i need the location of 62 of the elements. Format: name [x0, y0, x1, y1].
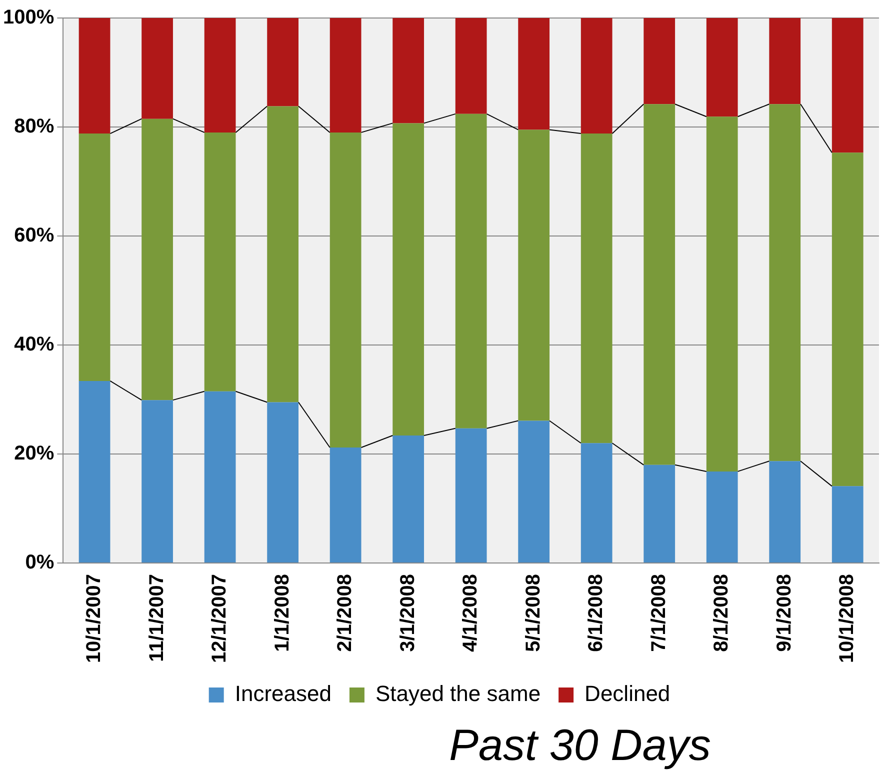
bar [455, 18, 487, 114]
bar [706, 471, 738, 563]
bar [392, 123, 424, 436]
bar [644, 18, 676, 104]
bar [769, 18, 801, 104]
y-tick-label: 40% [14, 334, 54, 356]
bar [832, 152, 864, 486]
bar [706, 18, 738, 117]
bar [580, 18, 612, 134]
bar [330, 18, 362, 132]
bar [580, 443, 612, 563]
x-axis-title: Past 30 Days [449, 721, 711, 770]
bar [580, 134, 612, 444]
y-tick-label: 60% [14, 224, 54, 247]
bar [518, 420, 550, 563]
x-tick-label: 7/1/2008 [648, 574, 670, 652]
x-tick-label: 3/1/2008 [396, 574, 419, 652]
bar [204, 18, 236, 132]
bar [832, 18, 864, 153]
x-tick-label: 11/1/2007 [146, 574, 168, 662]
bar [142, 400, 173, 563]
x-tick-label: 4/1/2008 [460, 574, 482, 652]
x-tick-label: 2/1/2008 [334, 574, 356, 652]
legend-label: Increased [234, 681, 332, 706]
y-tick-label: 80% [14, 116, 54, 138]
bar [769, 104, 801, 462]
x-tick-label: 12/1/2007 [208, 574, 231, 664]
bar [706, 116, 738, 472]
bar [644, 104, 676, 465]
bar [455, 428, 487, 563]
bar [769, 461, 801, 563]
bar [455, 114, 487, 428]
x-tick-label: 5/1/2008 [522, 574, 544, 652]
bar [204, 391, 236, 563]
bar [832, 486, 864, 563]
bar [330, 447, 362, 563]
bar [142, 18, 173, 119]
x-tick-label: 6/1/2008 [585, 574, 608, 652]
x-tick-label: 10/1/2008 [836, 574, 858, 664]
y-tick-label: 20% [14, 442, 54, 465]
bar [392, 18, 424, 124]
bar [330, 132, 362, 448]
bar [204, 132, 236, 392]
bar [267, 18, 298, 106]
legend-label: Stayed the same [375, 681, 541, 706]
bar [78, 380, 110, 563]
bar [78, 18, 110, 134]
x-tick-label: 9/1/2008 [773, 574, 796, 652]
bar [644, 464, 676, 563]
y-tick-label: 100% [2, 6, 54, 29]
bar [142, 118, 173, 400]
bar [267, 106, 298, 402]
bar [518, 130, 550, 421]
bar [518, 18, 550, 130]
legend-label: Declined [584, 681, 670, 706]
x-tick-label: 8/1/2008 [710, 574, 733, 652]
x-tick-label: 10/1/2007 [83, 574, 106, 664]
bar [392, 435, 424, 563]
y-tick-label: 0% [25, 552, 54, 574]
bar [267, 402, 298, 563]
x-tick-label: 1/1/2008 [271, 574, 294, 652]
bar [78, 134, 110, 381]
